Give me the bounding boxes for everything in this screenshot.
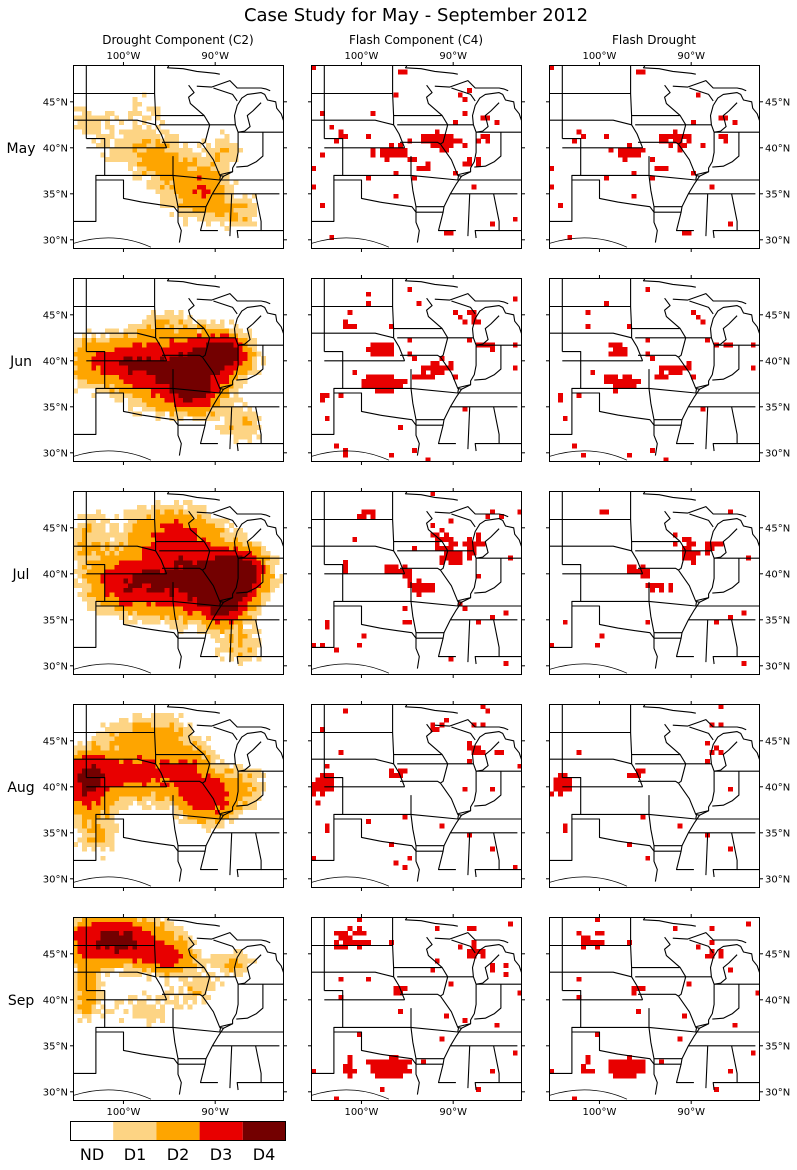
- drought-category-colorbar: [70, 1121, 286, 1141]
- legend-label-d2: D2: [167, 1145, 190, 1164]
- lat-tick-label: 45°N: [43, 523, 68, 534]
- lat-tick-label: 40°N: [765, 782, 790, 793]
- map-panel-sep-drought: 100°W 90°W 45°N 40°N 35°N 30°N Sep: [8, 914, 287, 1118]
- lon-tick-label: 100°W: [344, 1107, 378, 1118]
- lon-tick-label: 100°W: [582, 1107, 616, 1118]
- lat-tick-label: 35°N: [765, 1041, 790, 1052]
- lat-tick-label: 30°N: [43, 448, 68, 459]
- row-label-jul: Jul: [12, 567, 30, 583]
- lat-tick-label: 40°N: [765, 143, 790, 154]
- lat-tick-label: 45°N: [765, 523, 790, 534]
- legend-label-d1: D1: [124, 1145, 147, 1164]
- legend-label-d3: D3: [210, 1145, 233, 1164]
- lat-tick-label: 45°N: [765, 736, 790, 747]
- lat-tick-label: 40°N: [43, 143, 68, 154]
- map-panel-jul-drought: 45°N 40°N 35°N 30°N Jul: [12, 488, 287, 678]
- lat-tick-label: 40°N: [43, 782, 68, 793]
- lat-tick-label: 40°N: [765, 569, 790, 580]
- lon-tick-label: 90°W: [201, 51, 229, 62]
- lat-tick-label: 30°N: [43, 661, 68, 672]
- lat-tick-label: 30°N: [765, 235, 790, 246]
- lat-tick-label: 35°N: [43, 189, 68, 200]
- map-panel-jun-drought: 45°N 40°N 35°N 30°N Jun: [9, 275, 287, 465]
- lat-tick-label: 40°N: [765, 356, 790, 367]
- map-panel-aug-flash-component: [308, 701, 525, 891]
- lon-tick-label: 100°W: [106, 51, 140, 62]
- lon-tick-label: 90°W: [439, 51, 467, 62]
- map-panel-aug-flash-drought: 45°N 40°N 35°N 30°N: [546, 701, 790, 891]
- map-panel-jul-flash-drought: 45°N 40°N 35°N 30°N: [546, 488, 790, 678]
- lat-tick-label: 35°N: [43, 615, 68, 626]
- lon-tick-label: 90°W: [677, 1107, 705, 1118]
- lat-tick-label: 30°N: [765, 874, 790, 885]
- map-panel-may-flash-component: 100°W 90°W: [308, 51, 525, 252]
- column-title-drought-component: Drought Component (C2): [102, 33, 253, 47]
- lat-tick-label: 40°N: [43, 356, 68, 367]
- lat-tick-label: 45°N: [43, 736, 68, 747]
- lon-tick-label: 100°W: [106, 1107, 140, 1118]
- legend-label-nd: ND: [80, 1145, 104, 1164]
- lat-tick-label: 35°N: [43, 402, 68, 413]
- lat-tick-label: 30°N: [765, 661, 790, 672]
- lon-tick-label: 100°W: [582, 51, 616, 62]
- lon-tick-label: 90°W: [201, 1107, 229, 1118]
- lat-tick-label: 40°N: [43, 569, 68, 580]
- lat-tick-label: 35°N: [765, 402, 790, 413]
- lat-tick-label: 45°N: [765, 949, 790, 960]
- lat-tick-label: 45°N: [43, 310, 68, 321]
- map-panel-may-flash-drought: 100°W 90°W 45°N 40°N 35°N 30°N: [546, 51, 790, 252]
- map-panel-jul-flash-component: [308, 488, 525, 678]
- lat-tick-label: 45°N: [43, 949, 68, 960]
- column-title-flash-component: Flash Component (C4): [349, 33, 483, 47]
- lon-tick-label: 100°W: [344, 51, 378, 62]
- map-panel-may-drought: 100°W 90°W 45°N 40°N 35°N 30°N May: [7, 51, 287, 252]
- map-panel-jun-flash-component: [308, 275, 525, 465]
- lat-tick-label: 30°N: [43, 874, 68, 885]
- row-label-sep: Sep: [8, 993, 35, 1009]
- lat-tick-label: 35°N: [43, 828, 68, 839]
- figure-title: Case Study for May - September 2012: [244, 5, 588, 26]
- lat-tick-label: 35°N: [765, 828, 790, 839]
- legend-label-d4: D4: [253, 1145, 276, 1164]
- lat-tick-label: 40°N: [43, 995, 68, 1006]
- lat-tick-label: 35°N: [765, 189, 790, 200]
- lat-tick-label: 30°N: [43, 1087, 68, 1098]
- lat-tick-label: 40°N: [765, 995, 790, 1006]
- colorbar-segment-d1: [113, 1121, 157, 1141]
- lat-tick-label: 30°N: [765, 1087, 790, 1098]
- lat-tick-label: 35°N: [765, 615, 790, 626]
- colorbar-labels: ND D1 D2 D3 D4: [80, 1145, 275, 1164]
- lon-tick-label: 90°W: [677, 51, 705, 62]
- lon-tick-label: 90°W: [439, 1107, 467, 1118]
- lat-tick-label: 45°N: [765, 310, 790, 321]
- row-label-jun: Jun: [9, 354, 32, 370]
- lat-tick-label: 30°N: [43, 235, 68, 246]
- lat-tick-label: 35°N: [43, 1041, 68, 1052]
- colorbar-segment-nd: [70, 1121, 114, 1141]
- lat-tick-label: 30°N: [765, 448, 790, 459]
- column-title-flash-drought: Flash Drought: [612, 33, 696, 47]
- lat-tick-label: 45°N: [765, 97, 790, 108]
- lat-tick-label: 45°N: [43, 97, 68, 108]
- map-panel-jun-flash-drought: 45°N 40°N 35°N 30°N: [546, 275, 790, 465]
- colorbar-segment-d2: [156, 1121, 200, 1141]
- map-panel-sep-flash-drought: 100°W 90°W 45°N 40°N 35°N 30°N: [546, 914, 790, 1118]
- colorbar-segment-d4: [242, 1121, 286, 1141]
- map-panel-sep-flash-component: 100°W 90°W: [308, 914, 525, 1118]
- row-label-aug: Aug: [7, 780, 34, 796]
- colorbar-segment-d3: [199, 1121, 243, 1141]
- map-panel-aug-drought: 45°N 40°N 35°N 30°N Aug: [7, 701, 287, 891]
- row-label-may: May: [7, 141, 36, 157]
